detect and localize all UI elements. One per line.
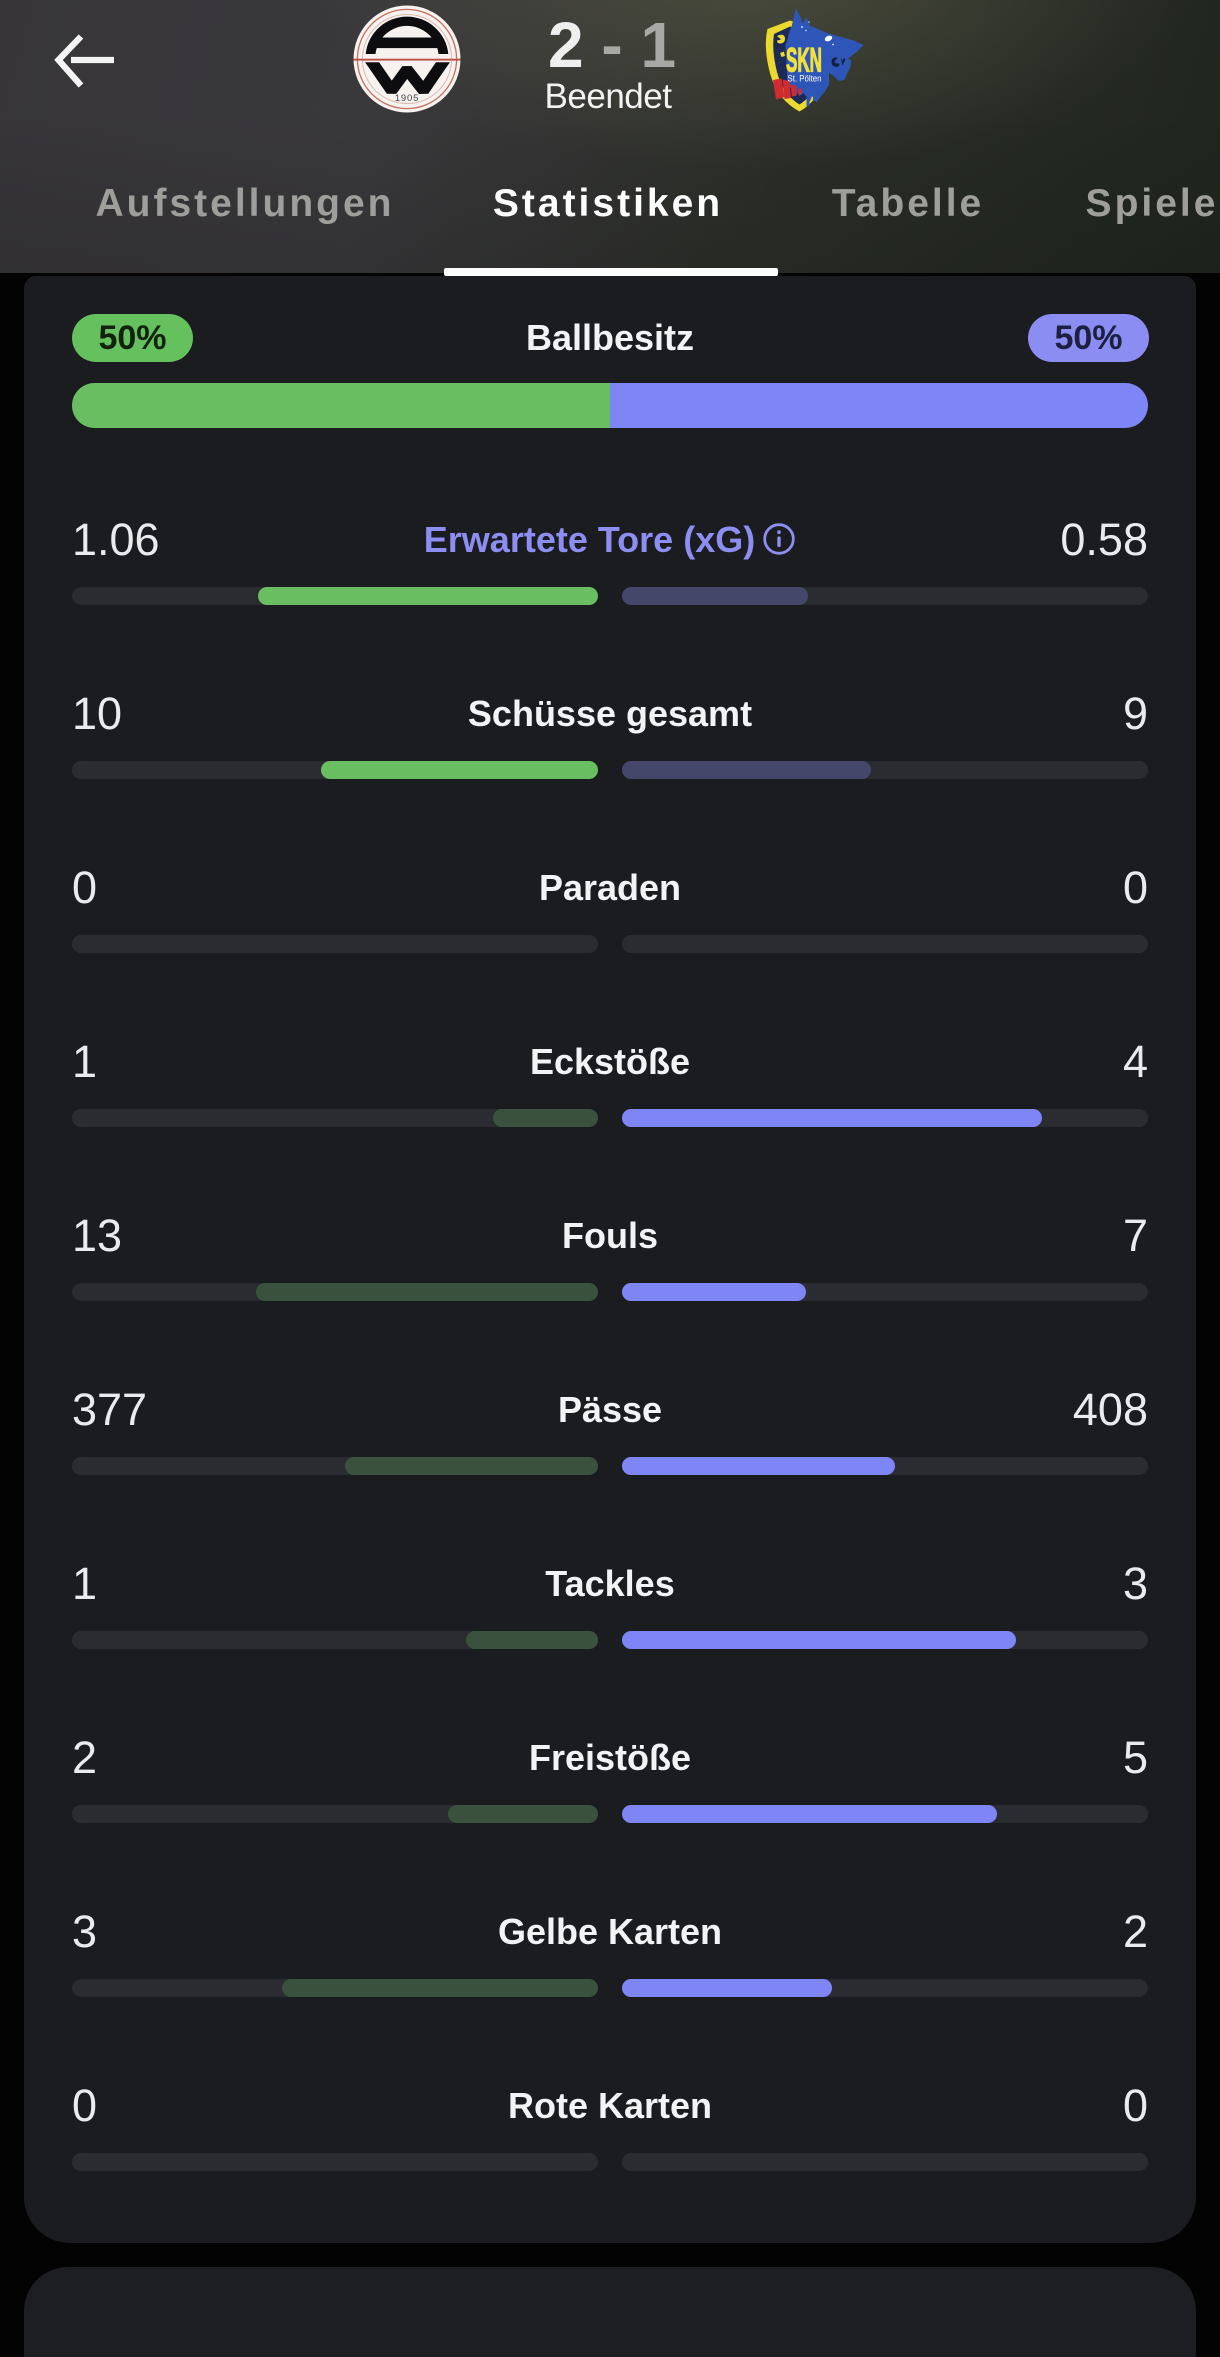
svg-text:SKN: SKN (786, 42, 822, 80)
svg-text:St. Pölten: St. Pölten (788, 74, 822, 84)
svg-text:1905: 1905 (395, 93, 419, 104)
